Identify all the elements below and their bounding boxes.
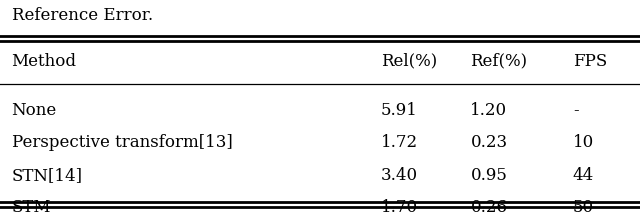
Text: STM: STM: [12, 199, 51, 216]
Text: STN[14]: STN[14]: [12, 167, 83, 184]
Text: 0.23: 0.23: [470, 134, 508, 151]
Text: 44: 44: [573, 167, 594, 184]
Text: 3.40: 3.40: [381, 167, 418, 184]
Text: Reference Error.: Reference Error.: [12, 7, 153, 24]
Text: Ref(%): Ref(%): [470, 53, 527, 70]
Text: -: -: [573, 102, 579, 119]
Text: Perspective transform[13]: Perspective transform[13]: [12, 134, 232, 151]
Text: 0.95: 0.95: [470, 167, 508, 184]
Text: 1.72: 1.72: [381, 134, 418, 151]
Text: Method: Method: [12, 53, 77, 70]
Text: FPS: FPS: [573, 53, 607, 70]
Text: None: None: [12, 102, 57, 119]
Text: 10: 10: [573, 134, 594, 151]
Text: 1.70: 1.70: [381, 199, 418, 216]
Text: Rel(%): Rel(%): [381, 53, 437, 70]
Text: 5.91: 5.91: [381, 102, 418, 119]
Text: 1.20: 1.20: [470, 102, 508, 119]
Text: 50: 50: [573, 199, 594, 216]
Text: 0.26: 0.26: [470, 199, 508, 216]
